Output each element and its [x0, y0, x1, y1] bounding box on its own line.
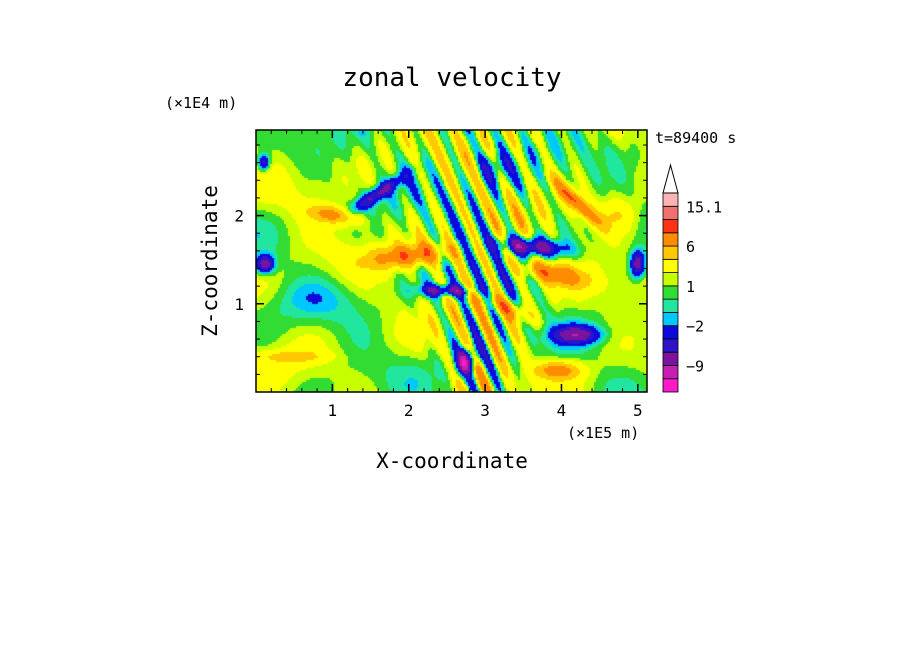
- x-axis-label: X-coordinate: [376, 449, 528, 473]
- colorbar-tick-label: 6: [686, 238, 695, 256]
- colorbar-swatch: [662, 232, 679, 247]
- heatmap-field: [256, 130, 647, 392]
- x-tick-label: 5: [633, 401, 643, 420]
- colorbar-swatch: [662, 365, 679, 380]
- colorbar-swatch: [662, 219, 679, 234]
- time-label: t=89400 s: [655, 129, 736, 147]
- colorbar-swatch: [662, 338, 679, 353]
- colorbar-tick-label: 1: [686, 278, 695, 296]
- x-tick-label: 4: [557, 401, 567, 420]
- plot-frame: [255, 129, 648, 393]
- colorbar-swatch: [662, 311, 679, 327]
- colorbar-swatch: [662, 205, 679, 220]
- colorbar-tick-label: 15.1: [686, 198, 722, 216]
- y-tick-label: 2: [234, 207, 244, 226]
- colorbar-swatch: [662, 245, 679, 260]
- y-tick-label: 1: [234, 295, 244, 314]
- y-scale-label: (×1E4 m): [165, 94, 237, 112]
- colorbar-tick-label: −9: [686, 357, 704, 375]
- colorbar-swatch: [662, 378, 679, 393]
- heatmap-image: [256, 130, 647, 392]
- colorbar-swatch: [662, 298, 679, 313]
- y-axis-label: Z-coordinate: [198, 185, 222, 337]
- x-scale-label: (×1E5 m): [567, 424, 639, 442]
- colorbar: 15.1 6 1 −2 −9: [662, 163, 722, 393]
- colorbar-tick-label: −2: [686, 318, 704, 336]
- chart-title: zonal velocity: [342, 63, 561, 93]
- x-tick-label: 2: [404, 401, 414, 420]
- x-tick-label: 3: [480, 401, 490, 420]
- colorbar-swatch: [662, 351, 679, 366]
- colorbar-swatch: [662, 258, 679, 274]
- plot-axes: 1 2 3 4 5 1 2: [234, 129, 648, 420]
- colorbar-swatch: [662, 272, 679, 287]
- x-tick-label: 1: [328, 401, 338, 420]
- colorbar-swatch: [662, 325, 679, 340]
- colorbar-swatch: [662, 192, 679, 207]
- colorbar-swatch: [662, 285, 679, 300]
- colorbar-extend-arrow: [662, 163, 679, 194]
